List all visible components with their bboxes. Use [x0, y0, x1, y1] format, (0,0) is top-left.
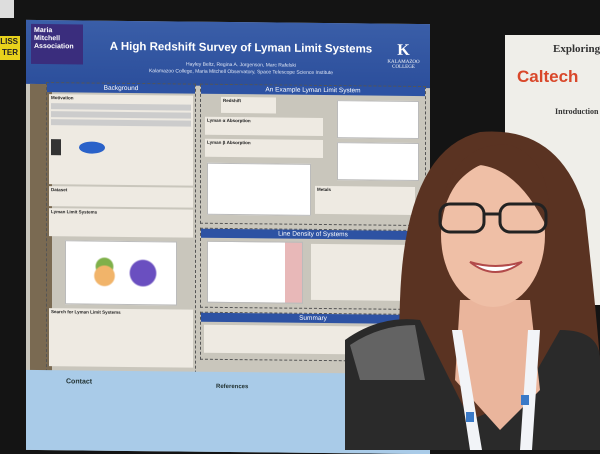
- caltech-logo: Caltech: [517, 67, 579, 86]
- caltech-poster-title: Exploring th: [553, 43, 600, 55]
- face: [441, 163, 545, 307]
- shirt-pattern: [350, 325, 425, 380]
- lanyard-logo: [466, 412, 474, 422]
- paper-card: [0, 0, 14, 18]
- yellow-sign: LISS TER: [0, 36, 20, 60]
- glasses-icon: [438, 202, 548, 234]
- neck: [455, 300, 540, 430]
- smile: [469, 261, 523, 273]
- hair-fringe: [438, 144, 549, 230]
- lanyard-logo: [521, 395, 529, 405]
- caltech-intro-heading: Introduction: [555, 107, 599, 116]
